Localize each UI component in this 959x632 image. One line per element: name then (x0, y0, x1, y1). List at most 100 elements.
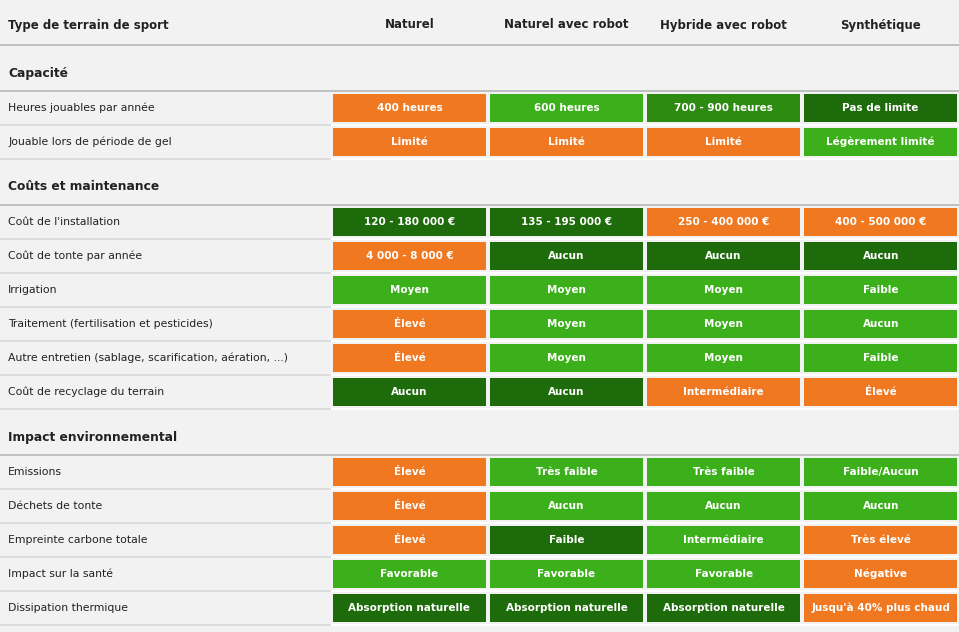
Bar (0, 340, 331, 342)
Bar (333, 526, 486, 554)
Bar (0, 522, 331, 524)
Bar (804, 310, 957, 338)
Bar (0, 6, 959, 44)
Text: Coût de tonte par année: Coût de tonte par année (8, 251, 142, 261)
Text: Coût de recyclage du terrain: Coût de recyclage du terrain (8, 387, 164, 398)
Bar (804, 458, 957, 486)
Text: Jusqu'à 40% plus chaud: Jusqu'à 40% plus chaud (811, 603, 950, 613)
Bar (490, 208, 643, 236)
Bar (490, 526, 643, 554)
Bar (804, 276, 957, 304)
Bar (804, 492, 957, 520)
Text: Heures jouables par année: Heures jouables par année (8, 103, 154, 113)
Text: 700 - 900 heures: 700 - 900 heures (674, 103, 773, 113)
Bar (804, 242, 957, 270)
Text: Type de terrain de sport: Type de terrain de sport (8, 18, 169, 32)
Text: Intermédiaire: Intermédiaire (683, 387, 764, 397)
Text: Synthétique: Synthétique (840, 18, 921, 32)
Bar (333, 594, 486, 622)
Bar (490, 344, 643, 372)
Text: Impact sur la santé: Impact sur la santé (8, 569, 113, 580)
Text: Moyen: Moyen (704, 353, 743, 363)
Bar (647, 594, 800, 622)
Bar (0, 170, 959, 204)
Bar (0, 306, 331, 308)
Bar (490, 378, 643, 406)
Text: Absorption naturelle: Absorption naturelle (663, 603, 784, 613)
Text: Limité: Limité (391, 137, 428, 147)
Text: Traitement (fertilisation et pesticides): Traitement (fertilisation et pesticides) (8, 319, 213, 329)
Bar (490, 276, 643, 304)
Bar (0, 126, 331, 158)
Text: Négative: Négative (854, 569, 907, 580)
Text: Aucun: Aucun (706, 501, 741, 511)
Bar (333, 310, 486, 338)
Bar (647, 242, 800, 270)
Text: Hybride avec robot: Hybride avec robot (660, 18, 787, 32)
Bar (804, 94, 957, 122)
Bar (333, 276, 486, 304)
Bar (331, 488, 959, 490)
Text: Impact environnemental: Impact environnemental (8, 430, 177, 444)
Text: Très faible: Très faible (692, 467, 755, 477)
Bar (0, 488, 331, 490)
Text: Élevé: Élevé (393, 535, 425, 545)
Bar (804, 594, 957, 622)
Bar (0, 624, 331, 626)
Bar (331, 272, 959, 274)
Bar (0, 456, 331, 488)
Bar (0, 556, 331, 558)
Bar (647, 344, 800, 372)
Bar (331, 408, 959, 410)
Text: Intermédiaire: Intermédiaire (683, 535, 764, 545)
Bar (331, 624, 959, 626)
Bar (331, 590, 959, 592)
Text: 120 - 180 000 €: 120 - 180 000 € (363, 217, 455, 227)
Bar (0, 558, 331, 590)
Bar (490, 128, 643, 156)
Bar (647, 310, 800, 338)
Bar (0, 46, 959, 56)
Text: Favorable: Favorable (537, 569, 596, 579)
Bar (804, 526, 957, 554)
Bar (647, 526, 800, 554)
Bar (0, 524, 331, 556)
Bar (0, 240, 331, 272)
Bar (0, 90, 959, 92)
Text: Limité: Limité (548, 137, 585, 147)
Text: 400 - 500 000 €: 400 - 500 000 € (835, 217, 926, 227)
Bar (0, 160, 959, 170)
Bar (331, 374, 959, 376)
Bar (0, 206, 331, 238)
Text: Capacité: Capacité (8, 66, 68, 80)
Bar (0, 376, 331, 408)
Bar (647, 276, 800, 304)
Bar (333, 378, 486, 406)
Text: Moyen: Moyen (547, 285, 586, 295)
Bar (490, 594, 643, 622)
Bar (0, 274, 331, 306)
Bar (0, 592, 331, 624)
Text: Moyen: Moyen (547, 353, 586, 363)
Bar (331, 158, 959, 160)
Text: Aucun: Aucun (706, 251, 741, 261)
Text: 250 - 400 000 €: 250 - 400 000 € (678, 217, 769, 227)
Text: Aucun: Aucun (862, 251, 899, 261)
Bar (647, 378, 800, 406)
Text: Moyen: Moyen (390, 285, 429, 295)
Bar (804, 560, 957, 588)
Bar (0, 204, 959, 206)
Text: Emissions: Emissions (8, 467, 62, 477)
Text: Déchets de tonte: Déchets de tonte (8, 501, 103, 511)
Text: Moyen: Moyen (704, 285, 743, 295)
Bar (0, 454, 959, 456)
Bar (647, 128, 800, 156)
Bar (0, 420, 959, 454)
Bar (490, 458, 643, 486)
Text: Dissipation thermique: Dissipation thermique (8, 603, 128, 613)
Text: Favorable: Favorable (694, 569, 753, 579)
Text: Autre entretien (sablage, scarification, aération, ...): Autre entretien (sablage, scarification,… (8, 353, 288, 363)
Bar (333, 94, 486, 122)
Bar (0, 238, 331, 240)
Text: Élevé: Élevé (393, 501, 425, 511)
